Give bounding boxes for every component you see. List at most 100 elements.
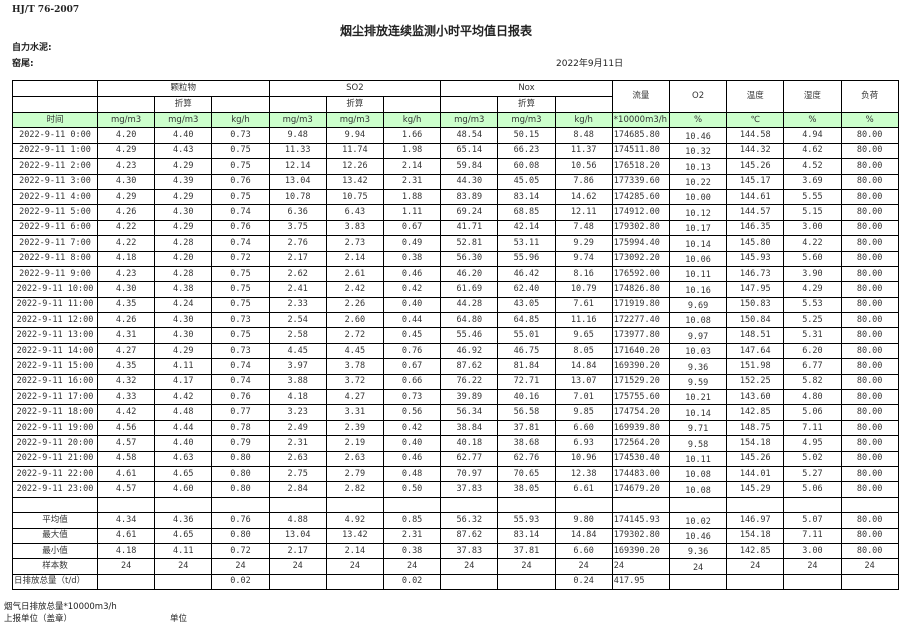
data-cell: 4.29 <box>96 188 156 206</box>
data-cell: 9.74 <box>554 250 613 267</box>
data-cell: 80.00 <box>840 127 899 144</box>
data-cell: 56.30 <box>440 250 499 267</box>
data-cell: 6.93 <box>554 435 613 452</box>
data-cell: 0.76 <box>211 173 270 190</box>
data-cell: 2.54 <box>268 312 327 329</box>
data-cell <box>154 573 213 591</box>
data-cell: 40.18 <box>440 435 499 452</box>
data-cell: 87.62 <box>440 527 499 544</box>
data-cell: 2.42 <box>325 281 384 298</box>
data-cell: 0.74 <box>211 235 270 252</box>
data-cell: 38.05 <box>497 481 556 498</box>
data-cell: 0.73 <box>211 312 270 329</box>
data-cell: 4.29 <box>154 188 213 206</box>
data-cell: 154.18 <box>726 435 785 452</box>
data-cell: 4.31 <box>96 327 156 344</box>
data-cell: 80.00 <box>840 312 899 329</box>
data-cell: 4.58 <box>96 450 156 467</box>
data-cell: 81.84 <box>497 358 556 375</box>
data-cell: 83.14 <box>497 188 556 206</box>
data-cell: 80.00 <box>840 158 899 175</box>
data-cell: 65.14 <box>440 142 499 160</box>
data-cell: 45.05 <box>497 173 556 190</box>
row-label: 2022-9-11 11:00 <box>12 296 98 314</box>
data-cell: 4.61 <box>96 465 156 483</box>
data-cell: 150.83 <box>726 296 785 314</box>
data-cell: 39.89 <box>440 389 499 406</box>
empty-cell <box>783 496 842 514</box>
data-cell: 38.84 <box>440 419 499 437</box>
data-cell <box>325 573 384 591</box>
data-cell: 37.83 <box>440 542 499 560</box>
header-time: 时间 <box>12 111 98 129</box>
data-cell: 2.14 <box>325 542 384 560</box>
data-cell: 7.11 <box>783 527 842 544</box>
data-cell: 179302.80 <box>611 219 670 237</box>
data-cell: 12.38 <box>554 465 613 483</box>
unit-cell: % <box>783 111 842 129</box>
data-cell: 2.61 <box>325 265 384 283</box>
data-cell <box>497 573 556 591</box>
data-cell: 10.11 <box>668 450 728 467</box>
row-label: 2022-9-11 21:00 <box>12 450 98 467</box>
data-cell: 10.14 <box>668 235 728 252</box>
data-cell: 1.98 <box>382 142 442 160</box>
data-cell: 8.16 <box>554 265 613 283</box>
unit-cell: % <box>668 111 728 129</box>
data-cell: 4.27 <box>96 342 156 360</box>
data-cell: 4.17 <box>154 373 213 391</box>
data-cell: 147.64 <box>726 342 785 360</box>
data-cell: 72.71 <box>497 373 556 391</box>
data-cell: 4.39 <box>154 173 213 190</box>
data-cell: 4.30 <box>154 312 213 329</box>
data-cell: 9.29 <box>554 235 613 252</box>
data-cell: 4.23 <box>96 265 156 283</box>
data-cell: 10.32 <box>668 142 728 160</box>
data-cell: 8.48 <box>554 127 613 144</box>
unit-cell: mg/m3 <box>268 111 327 129</box>
data-cell: 9.36 <box>668 542 728 560</box>
converted-nox: 折算 <box>497 96 556 113</box>
data-cell: 66.23 <box>497 142 556 160</box>
unit-cell: mg/m3 <box>96 111 156 129</box>
data-cell: 145.29 <box>726 481 785 498</box>
data-cell: 0.76 <box>211 389 270 406</box>
data-cell: 4.18 <box>96 542 156 560</box>
row-label: 2022-9-11 12:00 <box>12 312 98 329</box>
data-cell: 2.76 <box>268 235 327 252</box>
data-cell: 3.78 <box>325 358 384 375</box>
data-cell: 62.77 <box>440 450 499 467</box>
row-label: 样本数 <box>12 558 98 575</box>
data-cell: 4.30 <box>96 281 156 298</box>
empty-cell <box>440 496 499 514</box>
table-row: 2022-9-11 15:00 4.35 4.11 0.74 3.97 3.78 0.67 8… <box>12 358 899 375</box>
data-cell: 4.57 <box>96 435 156 452</box>
data-cell: 80.00 <box>840 481 899 498</box>
data-cell: 4.65 <box>154 527 213 544</box>
data-cell: 4.43 <box>154 142 213 160</box>
empty-cell <box>611 496 670 514</box>
row-label: 2022-9-11 14:00 <box>12 342 98 360</box>
data-cell: 10.17 <box>668 219 728 237</box>
data-cell: 4.40 <box>154 435 213 452</box>
data-cell: 173977.80 <box>611 327 670 344</box>
data-cell: 175755.60 <box>611 389 670 406</box>
data-cell: 0.02 <box>382 573 442 591</box>
data-cell: 24 <box>783 558 842 575</box>
data-cell: 3.72 <box>325 373 384 391</box>
data-cell: 3.97 <box>268 358 327 375</box>
blank-header <box>12 96 98 113</box>
data-cell: 4.26 <box>96 312 156 329</box>
data-cell: 4.11 <box>154 358 213 375</box>
data-cell: 24 <box>96 558 156 575</box>
row-label: 2022-9-11 19:00 <box>12 419 98 437</box>
data-cell: 144.01 <box>726 465 785 483</box>
table-row: 2022-9-11 23:00 4.57 4.60 0.80 2.84 2.82 0.50 3… <box>12 481 899 498</box>
data-cell: 38.68 <box>497 435 556 452</box>
data-cell: 55.96 <box>497 250 556 267</box>
company-label: 自力水泥: <box>12 43 52 53</box>
data-cell: 171919.80 <box>611 296 670 314</box>
data-cell: 146.97 <box>726 512 785 529</box>
data-cell: 80.00 <box>840 373 899 391</box>
standard-code: HJ/T 76-2007 <box>12 5 80 15</box>
